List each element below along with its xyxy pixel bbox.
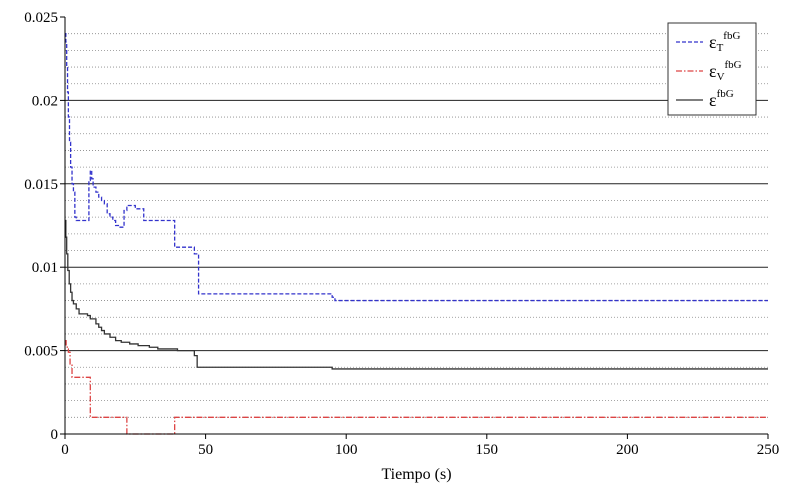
x-tick-label: 0 [61,442,69,458]
series-line-3 [65,219,768,370]
ticks: 0 0.005 0.01 0.015 0.02 0.025 0 50 100 150 200 250 [24,10,779,458]
axes [64,17,768,435]
legend-label-1: εTfbG [709,30,740,54]
legend-label-2: εVfbG [709,59,742,83]
x-tick-label: 250 [757,442,780,458]
x-tick-label: 150 [476,442,499,458]
series-line-2 [65,339,768,435]
y-tick-label: 0.025 [24,10,58,26]
major-grid [65,99,768,352]
y-tick-label: 0 [51,427,59,443]
y-tick-label: 0.015 [24,177,58,193]
series-line-1 [65,33,768,302]
y-tick-label: 0.02 [32,93,58,109]
y-tick-label: 0.01 [32,260,58,276]
x-tick-label: 100 [335,442,358,458]
y-tick-label: 0.005 [24,344,58,360]
x-axis-label: Tiempo (s) [381,466,451,483]
x-tick-label: 200 [616,442,639,458]
x-tick-label: 50 [198,442,213,458]
minor-grid [65,33,768,418]
legend-label-3: εfbG [709,88,734,110]
legend: εTfbG εVfbG εfbG [667,22,757,116]
